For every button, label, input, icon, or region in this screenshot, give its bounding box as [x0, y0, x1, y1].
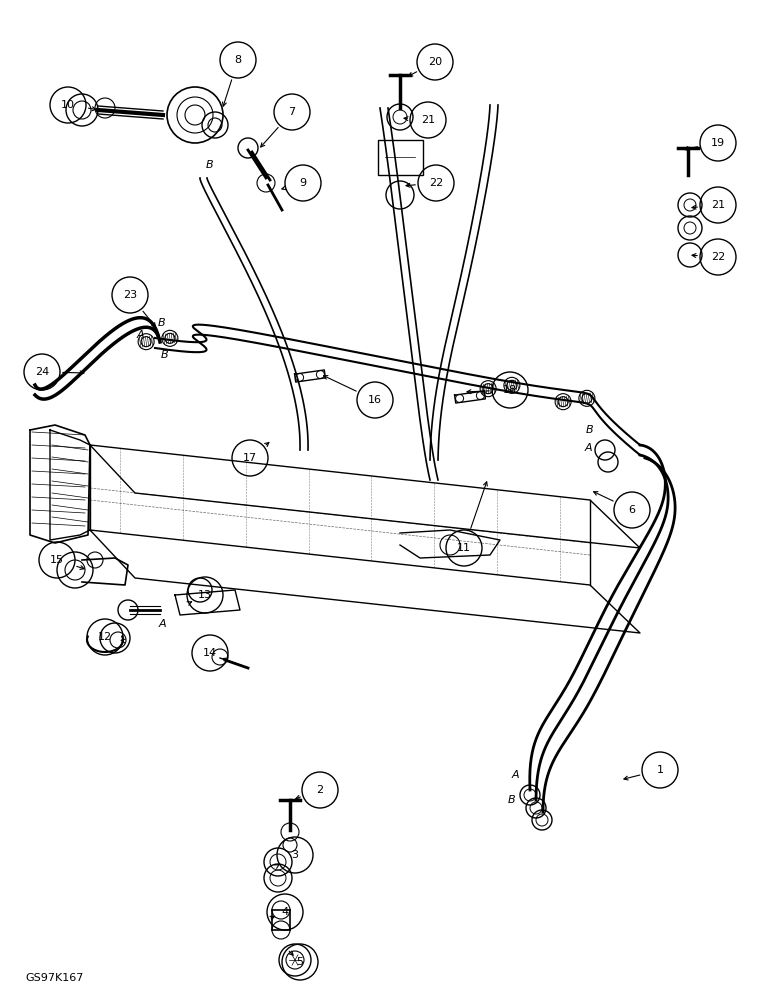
Text: 12: 12: [98, 632, 112, 642]
Text: 16: 16: [368, 395, 382, 405]
Text: A: A: [158, 619, 166, 629]
Text: 18: 18: [503, 385, 517, 395]
Text: 14: 14: [203, 648, 217, 658]
Text: 9: 9: [300, 178, 306, 188]
Text: A: A: [511, 770, 519, 780]
Text: 15: 15: [50, 555, 64, 565]
Text: B: B: [206, 160, 214, 170]
Text: 22: 22: [429, 178, 443, 188]
Text: 23: 23: [123, 290, 137, 300]
Text: 2: 2: [317, 785, 323, 795]
Text: A: A: [584, 443, 592, 453]
Text: 6: 6: [628, 505, 635, 515]
Text: 7: 7: [289, 107, 296, 117]
Text: A: A: [136, 330, 144, 340]
Text: B: B: [508, 795, 516, 805]
Text: 21: 21: [421, 115, 435, 125]
Text: 8: 8: [235, 55, 242, 65]
Text: 3: 3: [292, 850, 299, 860]
Text: 24: 24: [35, 367, 49, 377]
Text: 20: 20: [428, 57, 442, 67]
Text: 11: 11: [457, 543, 471, 553]
Text: B: B: [161, 350, 169, 360]
Text: 13: 13: [198, 590, 212, 600]
Text: 10: 10: [61, 100, 75, 110]
Text: 5: 5: [296, 957, 303, 967]
Text: GS97K167: GS97K167: [25, 973, 83, 983]
Text: 21: 21: [711, 200, 725, 210]
Text: B: B: [586, 425, 594, 435]
Text: B: B: [158, 318, 166, 328]
Text: 4: 4: [282, 907, 289, 917]
Text: 19: 19: [711, 138, 725, 148]
Bar: [378, 140, 423, 175]
Text: 17: 17: [243, 453, 257, 463]
Text: 22: 22: [711, 252, 725, 262]
Text: 1: 1: [656, 765, 663, 775]
